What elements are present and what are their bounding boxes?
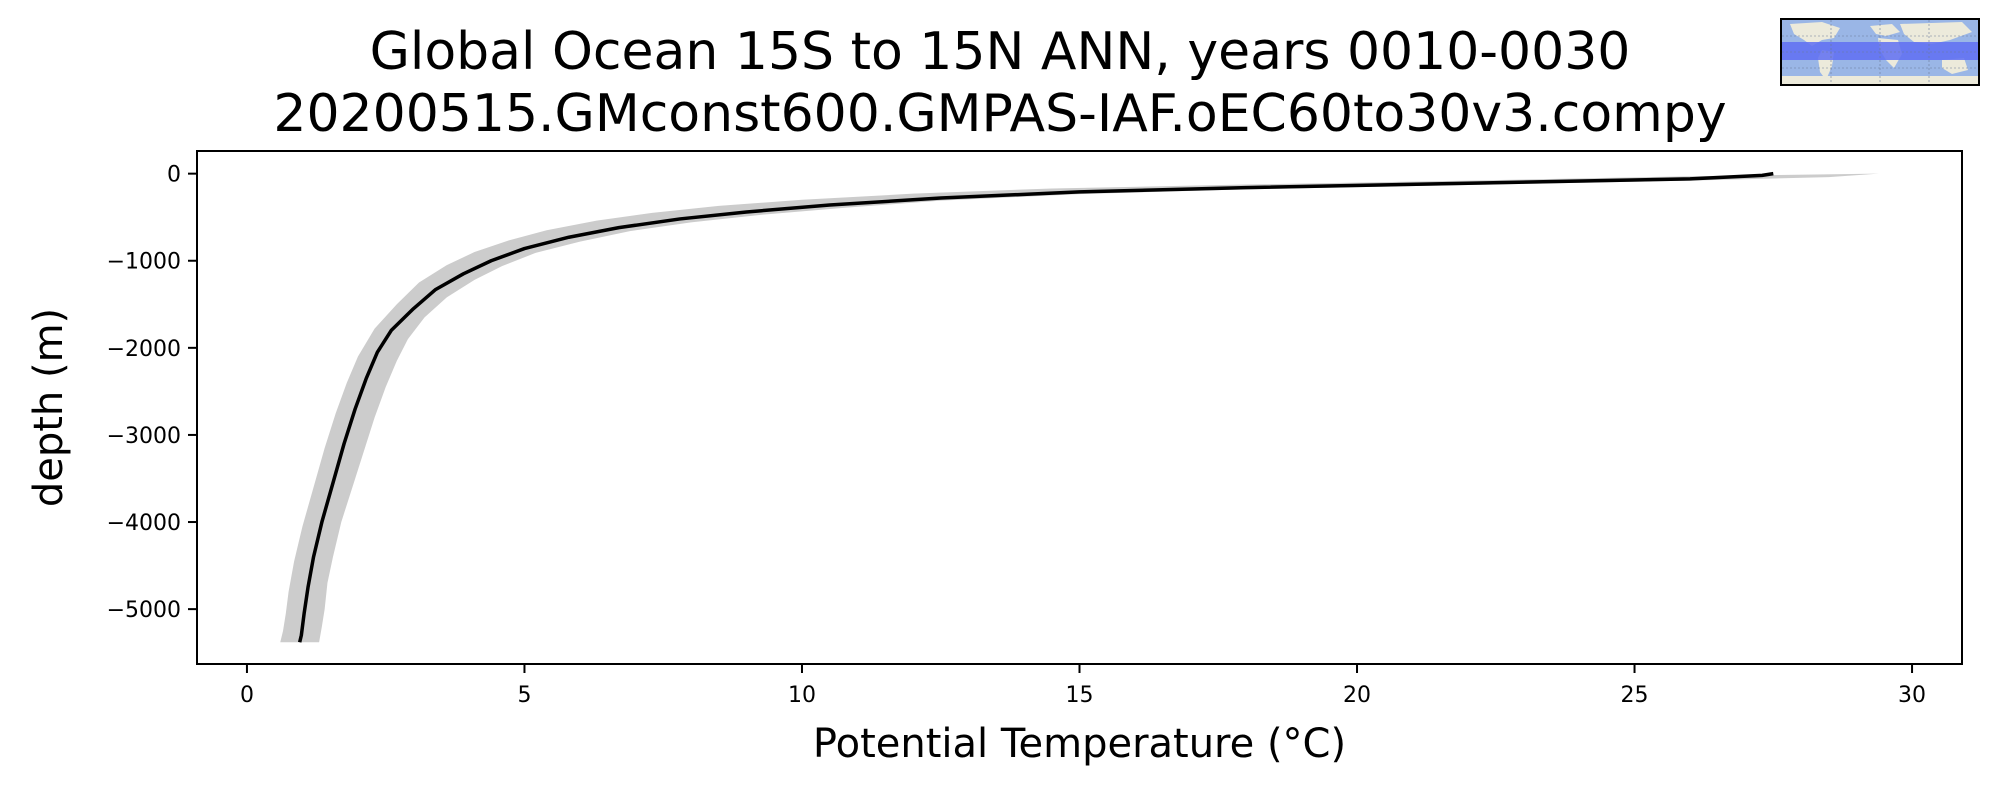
chart-title: Global Ocean 15S to 15N ANN, years 0010-…: [369, 22, 1631, 82]
x-tick-label: 5: [517, 683, 531, 708]
x-tick-label: 10: [788, 683, 816, 708]
x-tick-label: 0: [240, 683, 254, 708]
y-axis: 0 −1000 −2000 −3000 −4000 −5000: [107, 163, 197, 623]
x-tick-label: 25: [1621, 683, 1649, 708]
x-tick-label: 20: [1343, 683, 1371, 708]
plot-frame: [196, 150, 1963, 665]
y-tick-label: −3000: [107, 424, 181, 449]
spread-band-layer: [280, 173, 1879, 643]
temperature-profile-line: [297, 171, 1774, 643]
spread-band: [280, 173, 1879, 643]
y-tick-label: −1000: [107, 250, 181, 275]
y-tick-label: −5000: [107, 598, 181, 623]
y-tick-label: −4000: [107, 511, 181, 536]
x-axis-label: Potential Temperature (°C): [813, 721, 1346, 767]
y-tick-label: 0: [167, 163, 181, 188]
inset-region-band: [1782, 42, 1978, 60]
x-tick-label: 30: [1898, 683, 1926, 708]
world-map-region-icon: [1780, 18, 1980, 86]
y-axis-label: depth (m): [26, 308, 72, 507]
profile-line-layer: [297, 171, 1774, 643]
chart-subtitle: 20200515.GMconst600.GMPAS-IAF.oEC60to30v…: [273, 84, 1727, 144]
x-tick-label: 15: [1066, 683, 1094, 708]
y-tick-label: −2000: [107, 337, 181, 362]
x-axis: 0 5 10 15 20 25 30: [240, 664, 1926, 708]
